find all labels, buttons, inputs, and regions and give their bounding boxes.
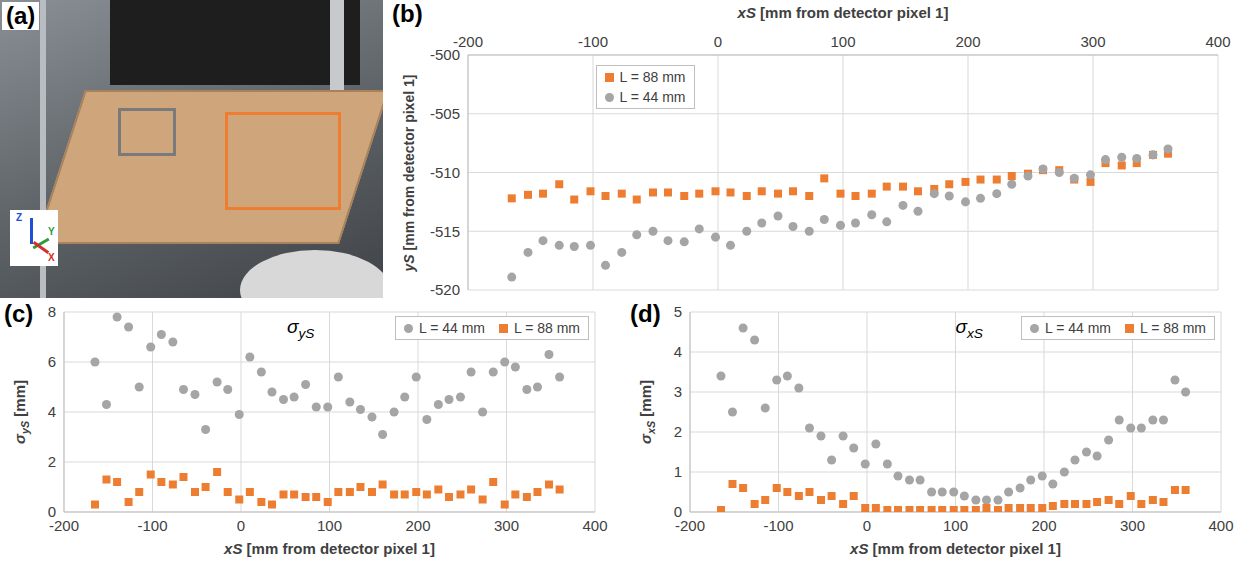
html-text:L = 44 mm: L = 44 mm	[419, 320, 485, 336]
html-text:Y: Y	[48, 226, 55, 237]
svg-text:100: 100	[317, 517, 342, 534]
svg-text:400: 400	[1205, 33, 1230, 50]
html-text:L = 44 mm: L = 44 mm	[1045, 320, 1111, 336]
svg-text:-500: -500	[430, 46, 460, 63]
html-text:[mm]: [mm]	[11, 380, 28, 421]
svg-text:3: 3	[674, 383, 682, 400]
html-text:σ: σ	[637, 434, 654, 444]
svg-text:8: 8	[48, 303, 56, 320]
svg-text:-100: -100	[137, 517, 167, 534]
html-text:L = 88 mm: L = 88 mm	[514, 320, 580, 336]
html-text:σyS: σyS	[287, 316, 315, 341]
html-text:xS [mm from detector pixel 1]: xS [mm from detector pixel 1]	[224, 540, 435, 557]
svg-text:-515: -515	[430, 223, 460, 240]
html-text:xS: xS	[645, 420, 657, 434]
svg-text:300: 300	[494, 517, 519, 534]
html-text:L = 44 mm: L = 44 mm	[619, 89, 686, 105]
svg-text:2: 2	[674, 423, 682, 440]
svg-text:-200: -200	[675, 516, 705, 534]
html-text:xS [mm from detector pixel 1]: xS [mm from detector pixel 1]	[737, 4, 949, 21]
html-text:yS: yS	[400, 253, 416, 271]
svg-text:-200: -200	[49, 516, 79, 534]
html-text:Z: Z	[16, 212, 23, 223]
svg-text:0: 0	[674, 503, 682, 520]
html-text:σ: σ	[11, 434, 28, 444]
html-text:σxS: σxS	[955, 316, 983, 341]
svg-text:0: 0	[48, 503, 56, 520]
svg-text:200: 200	[405, 517, 430, 534]
svg-text:-100: -100	[578, 33, 608, 50]
svg-text:-520: -520	[430, 281, 460, 298]
html-text:(a): (a)	[6, 2, 36, 29]
html-text:L = 88 mm: L = 88 mm	[1140, 320, 1206, 336]
svg-text:200: 200	[955, 33, 980, 50]
svg-text:1: 1	[674, 463, 682, 480]
svg-text:0: 0	[237, 517, 245, 534]
svg-text:4: 4	[48, 403, 56, 420]
svg-text:-200: -200	[453, 33, 483, 50]
html-text:X: X	[48, 252, 55, 263]
svg-text:400: 400	[582, 517, 607, 534]
html-text:[mm]: [mm]	[637, 380, 654, 421]
svg-text:300: 300	[1080, 33, 1105, 50]
html-text:(b): (b)	[392, 0, 423, 27]
svg-text:400: 400	[1208, 517, 1233, 534]
svg-text:2: 2	[48, 453, 56, 470]
svg-text:0: 0	[863, 517, 871, 534]
html-text:(c): (c)	[4, 300, 34, 327]
svg-text:300: 300	[1120, 517, 1145, 534]
svg-text:100: 100	[830, 33, 855, 50]
html-text:L = 88 mm: L = 88 mm	[619, 69, 686, 85]
svg-text:-510: -510	[430, 164, 460, 181]
svg-text:100: 100	[943, 517, 968, 534]
svg-text:-100: -100	[763, 517, 793, 534]
svg-text:4: 4	[674, 343, 682, 360]
html-text:[mm from detector pixel 1]: [mm from detector pixel 1]	[400, 74, 416, 254]
svg-text:6: 6	[48, 353, 56, 370]
svg-text:-505: -505	[430, 105, 460, 122]
svg-text:5: 5	[674, 303, 682, 320]
svg-text:0: 0	[714, 33, 722, 50]
html-text:yS: yS	[19, 420, 31, 434]
svg-text:200: 200	[1031, 517, 1056, 534]
html-text:(d): (d)	[630, 300, 661, 327]
html-text:xS [mm from detector pixel 1]: xS [mm from detector pixel 1]	[850, 540, 1061, 557]
